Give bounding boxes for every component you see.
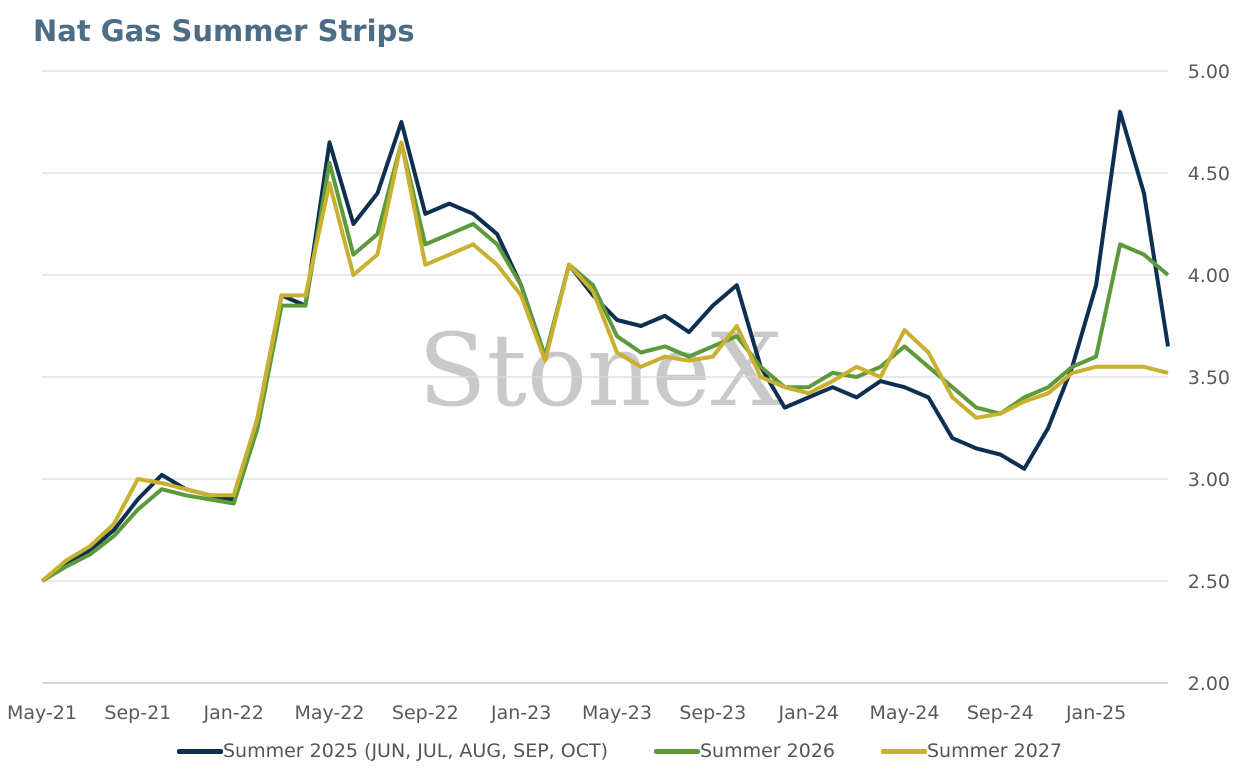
x-tick-label: Jan-22	[202, 702, 263, 724]
x-tick-label: Sep-24	[967, 702, 1034, 724]
x-tick-label: Jan-24	[777, 702, 838, 724]
legend-label: Summer 2026	[699, 740, 835, 762]
legend-item: Summer 2026	[653, 740, 835, 762]
x-tick-label: May-23	[582, 702, 652, 724]
legend-item: Summer 2025 (JUN, JUL, AUG, SEP, OCT)	[176, 740, 608, 762]
x-tick-label: Jan-23	[490, 702, 551, 724]
y-tick-label: 3.50	[1188, 367, 1230, 389]
y-tick-label: 3.00	[1188, 469, 1230, 491]
legend-label: Summer 2027	[927, 740, 1063, 762]
chart-title: Nat Gas Summer Strips	[33, 14, 415, 48]
y-tick-label: 4.50	[1188, 163, 1230, 185]
legend-swatch	[176, 748, 223, 754]
x-tick-label: Sep-21	[104, 702, 171, 724]
legend-item: Summer 2027	[881, 740, 1062, 762]
legend-swatch	[653, 748, 700, 754]
x-tick-label: Sep-22	[392, 702, 459, 724]
y-tick-label: 5.00	[1188, 61, 1230, 83]
y-tick-label: 2.50	[1188, 571, 1230, 593]
x-tick-label: May-22	[294, 702, 364, 724]
legend-label: Summer 2025 (JUN, JUL, AUG, SEP, OCT)	[222, 740, 608, 762]
y-tick-label: 4.00	[1188, 265, 1230, 287]
x-tick-label: Sep-23	[679, 702, 746, 724]
watermark: StoneX	[418, 312, 782, 429]
y-tick-label: 2.00	[1188, 673, 1230, 695]
x-tick-label: May-21	[7, 702, 77, 724]
series-line-2	[40, 140, 1170, 583]
x-tick-label: May-24	[869, 702, 939, 724]
legend-swatch	[881, 748, 927, 754]
x-tick-label: Jan-25	[1065, 702, 1126, 724]
legend: Summer 2025 (JUN, JUL, AUG, SEP, OCT) Sum…	[0, 740, 1239, 762]
series-line-3	[40, 140, 1169, 583]
